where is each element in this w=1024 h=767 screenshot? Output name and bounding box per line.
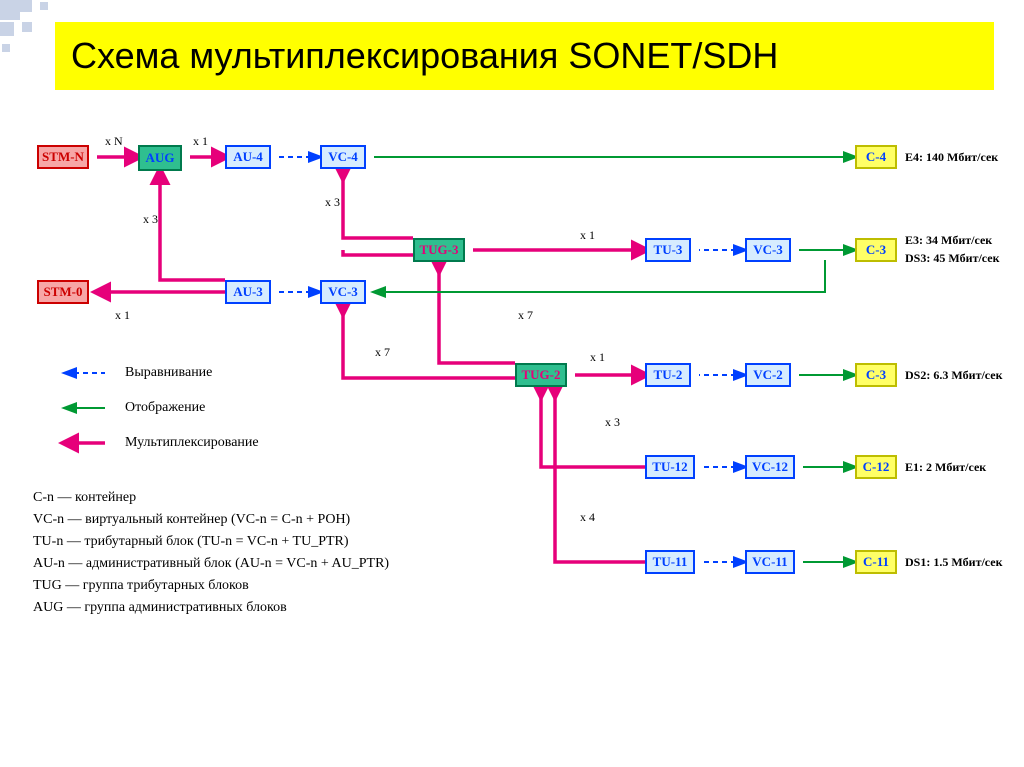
node-au4: AU-4 [225,145,271,169]
node-c11: C-11 [855,550,897,574]
mux-label-x4: x 4 [580,510,595,525]
diagram: Выравнивание Отображение Мультиплексиров… [25,110,1014,757]
node-c3b: C-3 [855,363,897,387]
node-tu3: TU-3 [645,238,691,262]
node-tu11: TU-11 [645,550,695,574]
node-vc3l: VC-3 [320,280,366,304]
corner-decoration [0,0,60,60]
node-c3a: C-3 [855,238,897,262]
mux-label-x7b: x 7 [518,308,533,323]
mux-label-x1b: x 1 [115,308,130,323]
node-vc12: VC-12 [745,455,795,479]
def-line-5: AUG — группа административных блоков [33,600,287,616]
node-c12: C-12 [855,455,897,479]
rate-e4: E4: 140 Мбит/сек [905,150,998,165]
node-vc3r: VC-3 [745,238,791,262]
legend-map: Отображение [125,400,205,416]
title-bar: Схема мультиплексирования SONET/SDH [55,22,994,90]
page-title: Схема мультиплексирования SONET/SDH [71,35,778,77]
def-line-4: TUG — группа трибутарных блоков [33,578,249,594]
mux-label-x3a: x 3 [143,212,158,227]
def-line-3: AU-n — административный блок (AU-n = VC-… [33,556,389,572]
node-aug: AUG [138,145,182,171]
node-vc11: VC-11 [745,550,795,574]
rate-ds2: DS2: 6.3 Мбит/сек [905,368,1003,383]
mux-label-x7a: x 7 [375,345,390,360]
mux-label-x3b: x 3 [325,195,340,210]
rate-e1: E1: 2 Мбит/сек [905,460,986,475]
node-stm_n: STM-N [37,145,89,169]
mux-label-x1d: x 1 [590,350,605,365]
rate-ds3: DS3: 45 Мбит/сек [905,251,1000,266]
mux-label-x3c: x 3 [605,415,620,430]
node-tu12: TU-12 [645,455,695,479]
node-au3: AU-3 [225,280,271,304]
mux-label-x1c: x 1 [580,228,595,243]
legend-mux: Мультиплексирование [125,435,259,451]
node-c4: C-4 [855,145,897,169]
node-tug3: TUG-3 [413,238,465,262]
node-tug2: TUG-2 [515,363,567,387]
rate-ds1: DS1: 1.5 Мбит/сек [905,555,1003,570]
mux-label-xn: x N [105,134,123,149]
def-line-0: C-n — контейнер [33,490,136,506]
node-tu2: TU-2 [645,363,691,387]
def-line-2: TU-n — трибутарный блок (TU-n = VC-n + T… [33,534,349,550]
mux-label-x1a: x 1 [193,134,208,149]
node-vc4: VC-4 [320,145,366,169]
rate-e3: E3: 34 Мбит/сек [905,233,992,248]
legend-align: Выравнивание [125,365,212,381]
node-stm_0: STM-0 [37,280,89,304]
node-vc2: VC-2 [745,363,791,387]
def-line-1: VC-n — виртуальный контейнер (VC-n = C-n… [33,512,350,528]
